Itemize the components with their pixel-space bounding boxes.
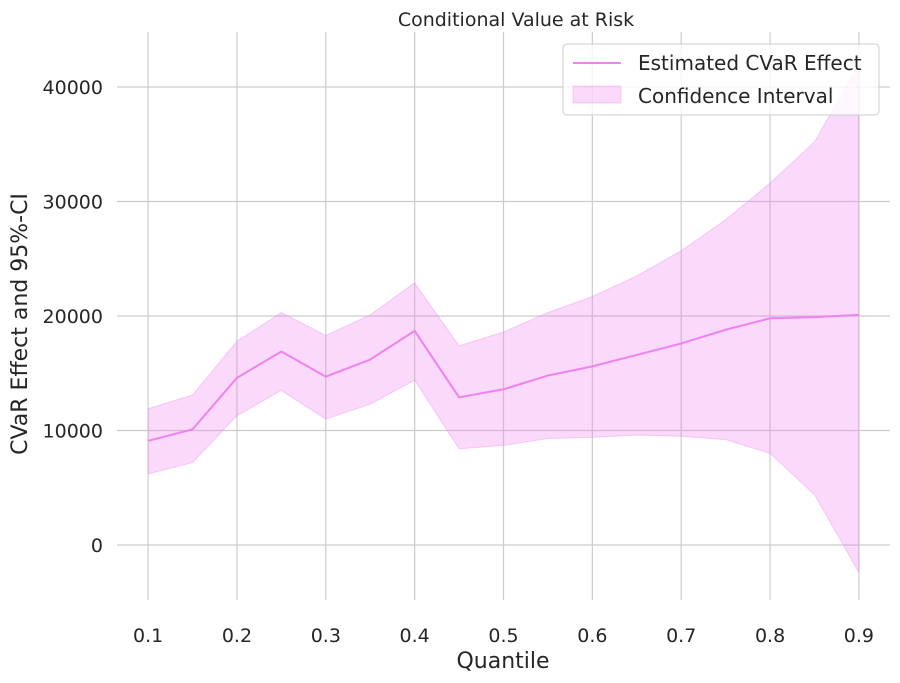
line-layer: [147, 313, 859, 442]
y-tick-label: 20000: [43, 306, 103, 328]
legend-box: [562, 43, 880, 116]
x-tick-label: 0.2: [222, 625, 252, 647]
chart-title: Conditional Value at Risk: [398, 9, 634, 31]
x-tick-label: 0.6: [577, 625, 607, 647]
legend-label-estimate: Estimated CVaR Effect: [638, 51, 862, 75]
y-tick-label: 0: [91, 535, 103, 557]
x-tick-label: 0.4: [400, 625, 430, 647]
confidence-band-layer: [147, 62, 860, 575]
legend-label-confidence: Confidence Interval: [638, 84, 833, 108]
estimated-cvar-line: [147, 313, 859, 442]
x-tick-label: 0.8: [755, 625, 785, 647]
x-tick-label: 0.1: [133, 625, 163, 647]
confidence-interval-band: [147, 62, 860, 575]
y-axis-label: CVaR Effect and 95%-CI: [8, 193, 33, 455]
x-tick-label: 0.7: [666, 625, 696, 647]
y-tick-labels: 0 10000 20000 30000 40000: [43, 77, 103, 557]
x-tick-label: 0.5: [488, 625, 518, 647]
y-tick-label: 10000: [43, 421, 103, 443]
x-tick-label: 0.9: [844, 625, 874, 647]
x-tick-label: 0.3: [311, 625, 341, 647]
legend-band-swatch: [572, 85, 622, 104]
y-tick-label: 40000: [43, 77, 103, 99]
x-axis-label: Quantile: [456, 649, 549, 674]
y-tick-label: 30000: [43, 191, 103, 213]
legend: Estimated CVaR Effect Confidence Interva…: [562, 43, 880, 116]
x-tick-labels: 0.1 0.2 0.3 0.4 0.5 0.6 0.7 0.8 0.9: [133, 625, 874, 647]
